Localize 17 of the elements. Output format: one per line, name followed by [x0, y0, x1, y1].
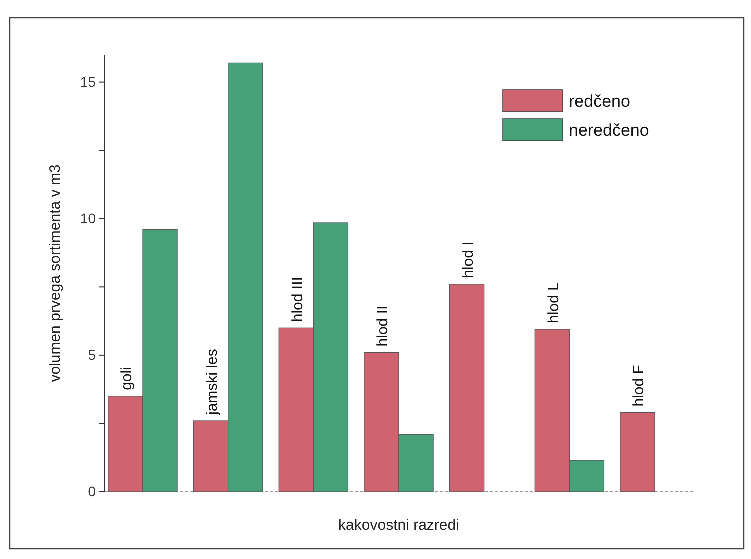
x-tick-label: hlod F [630, 365, 648, 407]
bar [449, 284, 485, 492]
x-tick-label: hlod II [374, 306, 392, 347]
y-tick-label: 5 [88, 346, 96, 363]
bar [620, 412, 656, 492]
y-tick-label: 10 [80, 210, 96, 226]
x-tick-label: hlod III [289, 277, 306, 322]
x-tick-label: jamski les [204, 349, 222, 416]
legend-label: redčeno [569, 92, 630, 111]
y-tick-label: 15 [80, 74, 96, 90]
x-tick-label: hlod I [460, 242, 478, 278]
legend-label: neredčeno [569, 121, 650, 140]
y-tick-label: 0 [88, 483, 96, 500]
y-axis-title: volumen prvega sortimenta v m3 [47, 164, 64, 382]
x-tick-label: hlod L [545, 282, 562, 324]
x-tick-label: goli [118, 367, 136, 390]
x-axis-title: kakovostni razredi [338, 517, 460, 534]
